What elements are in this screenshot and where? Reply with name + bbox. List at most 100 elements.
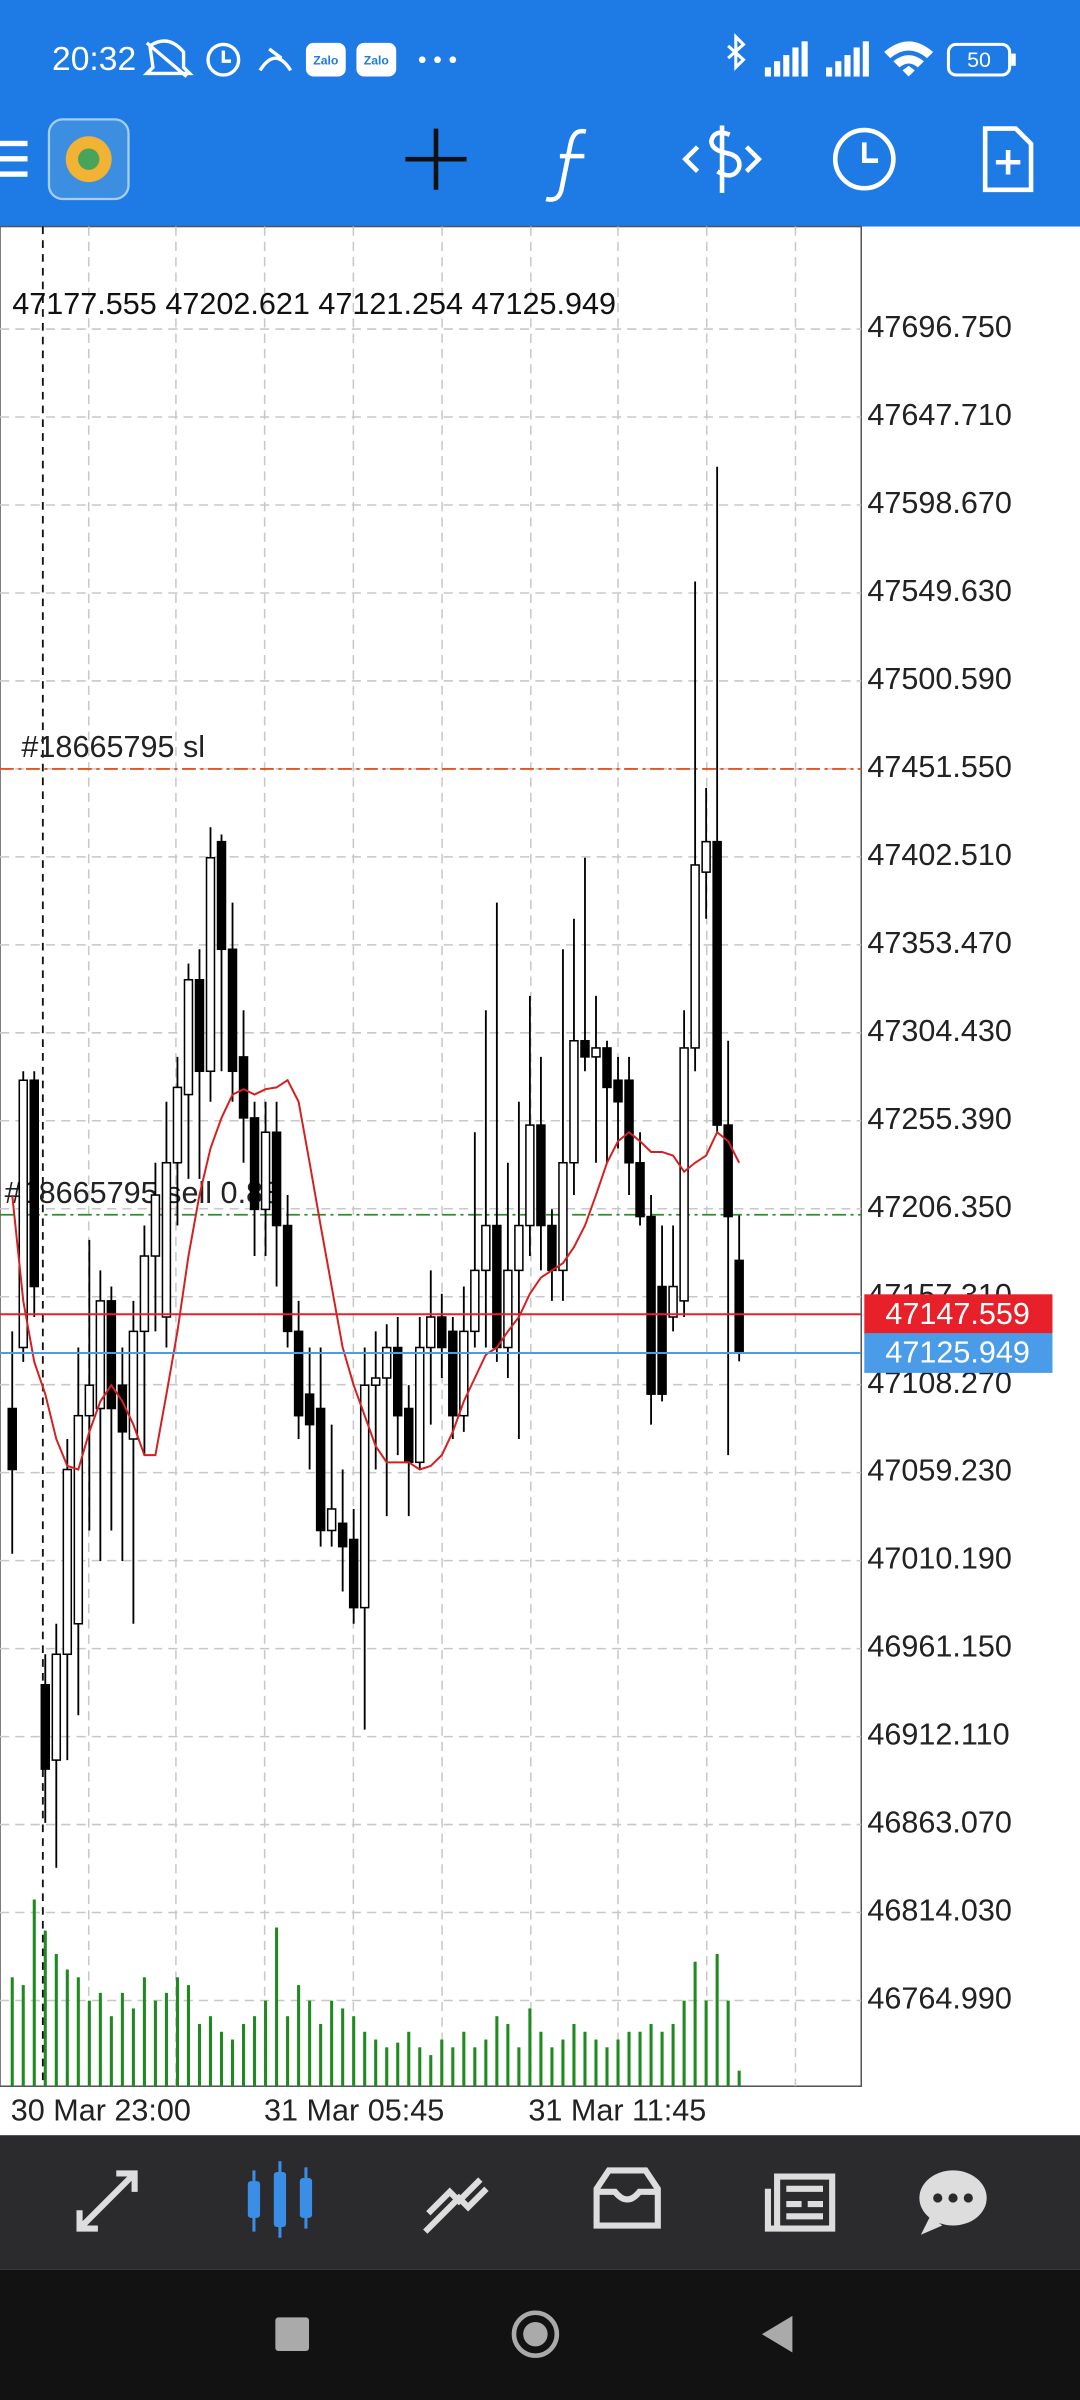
volume-bar [10,1977,14,2087]
volume-bar [21,1985,25,2087]
quotes-tab[interactable] [76,2170,138,2232]
volume-bar [495,2016,499,2087]
volume-bar [319,2023,323,2087]
zalo-label: Zalo [364,53,389,67]
y-tick-label: 46764.990 [867,1982,1012,2016]
status-more [418,56,457,64]
volume-bar [396,2042,400,2087]
candle-body [536,1124,546,1227]
candle-body [558,1161,568,1272]
volume-bar [561,2039,565,2087]
history-tab[interactable] [593,2167,661,2229]
y-axis: 47696.750 47647.710 47598.670 47549.630 4750… [867,310,1012,2015]
candle-body [183,979,194,1096]
volume-bar [440,2039,444,2087]
candle-body [679,1047,689,1302]
candle-body [128,1330,139,1440]
volume-bar [704,2000,708,2087]
volume-bar [638,2031,642,2087]
candle-body [216,840,227,951]
volume-bar [374,2039,378,2087]
volume-bar [230,2039,235,2087]
y-tick-label: 47010.190 [867,1542,1012,1576]
candle-body [613,1079,623,1103]
candle-body [701,840,711,873]
candle-body [657,1285,667,1395]
volume-bar [43,1930,47,2087]
back-button[interactable] [761,2315,793,2353]
volume-bar [572,2023,576,2087]
top-bar [0,0,1080,227]
battery-icon [946,42,1012,77]
candle-body [29,1079,40,1288]
order-label: #18665795 sell 0.88 [5,1176,281,1210]
candle-body [271,1131,282,1227]
volume-layer [10,1899,741,2087]
trade-button[interactable] [682,125,762,193]
candle-body [106,1300,117,1410]
indicators-button[interactable] [545,128,587,202]
candle-body [415,1346,425,1464]
volume-bar [605,2047,609,2087]
volume-bar [418,2047,422,2087]
y-tick-label: 47206.350 [867,1190,1012,1224]
recents-button[interactable] [275,2317,310,2352]
volume-bar [242,2023,246,2087]
candle-body [370,1377,381,1386]
trade-tab[interactable] [423,2177,489,2234]
candle-body [315,1407,326,1532]
candle-body [525,1124,535,1227]
battery-tip [1011,53,1016,66]
home-button[interactable] [511,2310,560,2358]
chat-tab[interactable] [919,2170,987,2235]
candle-body [437,1316,447,1349]
candle-body [448,1330,458,1417]
new-order-button[interactable] [982,126,1034,193]
volume-bar [197,2023,202,2087]
menu-button[interactable] [0,140,28,177]
volume-bar [175,1977,179,2087]
candle-body [426,1316,436,1349]
candle-body [326,1508,337,1532]
crosshair-button[interactable] [405,128,467,190]
y-tick-label: 47304.430 [867,1014,1012,1048]
candle-body [580,1039,590,1058]
y-tick-label: 47598.670 [867,486,1012,520]
candle-layer [7,466,744,1868]
y-tick-label: 47696.750 [867,310,1012,344]
timeframe-button[interactable] [832,127,896,191]
y-tick-label: 47402.510 [867,838,1012,872]
candle-body [602,1047,612,1089]
volume-bar [594,2039,598,2087]
volume-bar [407,2031,411,2087]
ohlc-close: 47125.949 [471,287,616,321]
candle-body [84,1384,95,1417]
x-tick-label: 30 Mar 23:00 [11,2093,191,2127]
price-label-box [864,1294,1053,1335]
volume-bar [660,2031,664,2087]
volume-bar [54,1953,58,2087]
candle-body [470,1269,480,1333]
zalo-icon [356,42,397,77]
order-layer: #18665795 sl #18665795 sell 0.88 [0,730,862,1216]
chart-tab[interactable] [247,2161,313,2238]
ohlc-low: 47121.254 [318,287,463,321]
candle-body [227,948,238,1073]
price-labels: 47147.559 47125.949 [864,1294,1053,1373]
candle-body [18,1079,28,1349]
x-axis: 30 Mar 23:00 31 Mar 05:45 31 Mar 11:45 [11,2093,707,2127]
volume-bar [682,2000,686,2087]
volume-bar [726,2000,730,2087]
volume-bar [109,2016,113,2087]
candle-body [591,1047,601,1058]
volume-bar [297,1985,301,2087]
volume-bar [715,1953,719,2087]
volume-bar [550,2047,554,2087]
ma-layer [11,1078,741,1471]
volume-bar [142,1977,146,2087]
zalo-icon [305,42,346,77]
news-tab[interactable] [764,2173,836,2232]
volume-bar [87,2000,91,2087]
